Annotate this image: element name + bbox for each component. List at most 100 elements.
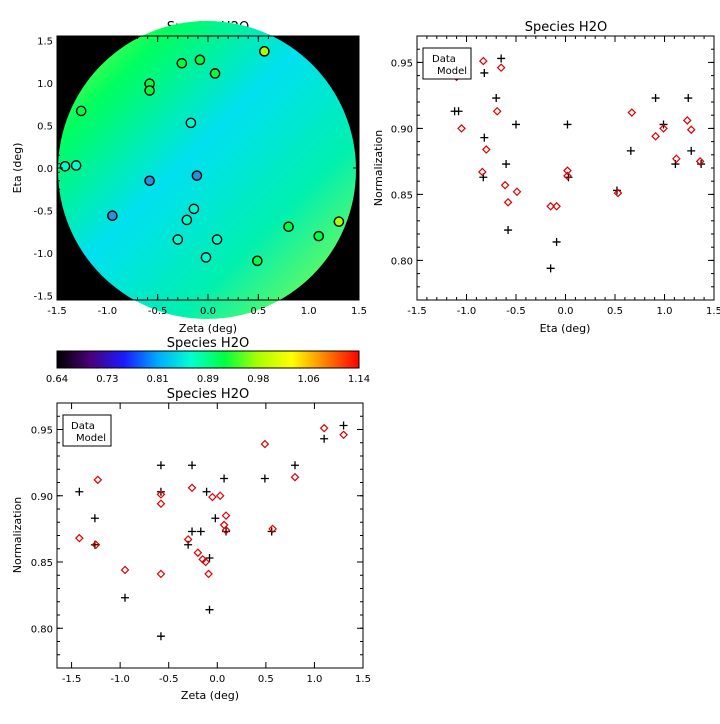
field-sample-point: [144, 85, 155, 96]
data-point-plus: [260, 474, 269, 483]
field-sample-point: [259, 46, 270, 57]
data-point-plus: [75, 487, 84, 496]
data-point-plus: [454, 107, 463, 116]
legend-data-label: Data: [71, 421, 95, 432]
model-point-diamond: [695, 157, 705, 166]
field-map-circle: [58, 21, 356, 319]
model-point-diamond: [682, 116, 692, 125]
panel1-ylabel: Eta (deg): [11, 143, 24, 194]
data-point-plus: [196, 527, 205, 536]
model-point-diamond: [156, 569, 166, 579]
model-point-diamond: [156, 490, 166, 499]
field-map-points: [59, 46, 345, 267]
data-point-plus: [626, 146, 635, 155]
colorbar-tick-label: 0.98: [247, 374, 269, 385]
y-tick-label: 1.0: [37, 79, 53, 90]
field-sample-point: [176, 57, 188, 69]
x-tick-label: -0.5: [148, 306, 168, 317]
data-point-plus: [651, 94, 660, 103]
data-point-plus: [546, 264, 555, 273]
panel2-axes: -1.5 -1.0 -0.5 0.0 0.5 1.0 1.5 0.80 0.85 0.90 0.95: [391, 35, 720, 317]
x-tick-label: -1.0: [110, 674, 130, 685]
y-tick-label: -0.5: [33, 207, 53, 218]
data-point-plus: [480, 133, 489, 142]
field-sample-point: [209, 68, 221, 79]
model-point-diamond: [319, 423, 329, 433]
panel2-legend: Data Model: [422, 47, 472, 80]
x-tick-label: 1.5: [355, 674, 371, 685]
panel1-axes: -1.5 -1.0 -0.5 0.0 0.5 1.0 1.5 -1.5 -1.0 -0.5 0.0 0…: [33, 35, 367, 317]
x-tick-label: -0.5: [506, 306, 526, 317]
y-tick-label: 0.90: [391, 124, 413, 135]
data-point-plus: [497, 54, 506, 63]
model-point-diamond: [500, 180, 510, 190]
model-point-diamond: [477, 167, 487, 177]
data-point-plus: [202, 487, 211, 496]
model-point-diamond: [156, 499, 166, 509]
model-point-diamond: [546, 201, 555, 211]
field-sample-point: [75, 105, 87, 117]
data-point-plus: [121, 593, 129, 602]
data-point-plus: [320, 434, 329, 443]
panel3-legend: Data Model: [62, 414, 112, 447]
y-tick-label: 0.5: [37, 121, 53, 132]
field-sample-point: [313, 230, 325, 242]
data-point-plus: [552, 237, 561, 246]
panel3-marks: [74, 421, 348, 641]
model-point-diamond: [204, 569, 213, 579]
data-point-plus: [220, 474, 229, 483]
model-point-diamond: [183, 535, 193, 544]
y-tick-label: 0.90: [31, 492, 53, 503]
y-tick-label: -1.5: [33, 292, 53, 303]
model-point-diamond: [290, 472, 300, 482]
data-point-plus: [211, 514, 220, 523]
field-sample-point: [172, 234, 184, 245]
x-tick-label: -1.0: [457, 306, 477, 317]
panel2-title: Species H2O: [525, 20, 607, 35]
data-point-plus: [156, 487, 165, 496]
y-tick-label: 0.0: [37, 164, 53, 175]
panel3-title: Species H2O: [167, 387, 249, 402]
panel-field-map: Species H2O -1.5-1.0-0.50.00.51.01.5-1.5…: [11, 20, 367, 335]
x-tick-label: 0.5: [250, 306, 266, 317]
model-point-diamond: [478, 56, 488, 66]
model-point-diamond: [339, 430, 348, 440]
panel-norm-vs-zeta: Species H2O -1.5 -1.0 -0.5 0.0 0.5 1.0 1.5 0.80…: [11, 387, 371, 702]
data-point-plus: [188, 527, 197, 536]
panel2-marks: [450, 54, 706, 273]
y-tick-label: 0.95: [391, 58, 413, 69]
model-point-diamond: [563, 171, 572, 181]
field-sample-point: [59, 160, 71, 172]
field-sample-point: [188, 203, 200, 215]
colorbar-tick-label: 1.06: [298, 374, 320, 385]
data-point-plus: [512, 120, 520, 129]
data-point-plus: [156, 632, 165, 641]
data-point-plus: [184, 540, 193, 549]
data-point-plus: [502, 160, 511, 169]
data-point-plus: [492, 94, 501, 103]
field-sample-point: [191, 170, 203, 181]
model-point-diamond: [268, 524, 278, 534]
y-tick-label: 1.5: [37, 36, 53, 47]
y-tick-label: -1.0: [33, 249, 53, 260]
model-point-diamond: [651, 131, 660, 141]
field-sample-point: [200, 252, 212, 263]
model-point-diamond: [672, 154, 681, 164]
colorbar-gradient-bar: [56, 350, 360, 369]
data-point-plus: [480, 68, 489, 77]
model-point-diamond: [201, 557, 210, 567]
model-point-diamond: [260, 439, 270, 449]
legend-data-label: Data: [432, 54, 456, 65]
data-point-plus: [156, 461, 165, 470]
model-point-diamond: [503, 197, 513, 207]
y-tick-label: 0.85: [391, 190, 413, 201]
x-tick-label: 1.0: [301, 306, 317, 317]
model-point-diamond: [492, 106, 502, 116]
model-point-diamond: [193, 548, 203, 558]
model-point-diamond: [215, 491, 225, 501]
field-sample-point: [283, 221, 294, 233]
colorbar: Species H2O 0.64 0.73 0.81 0.89 0.98 1.06 1.14: [46, 336, 370, 385]
model-point-diamond: [187, 483, 197, 493]
data-point-plus: [188, 461, 197, 470]
x-tick-label: -0.5: [159, 674, 179, 685]
